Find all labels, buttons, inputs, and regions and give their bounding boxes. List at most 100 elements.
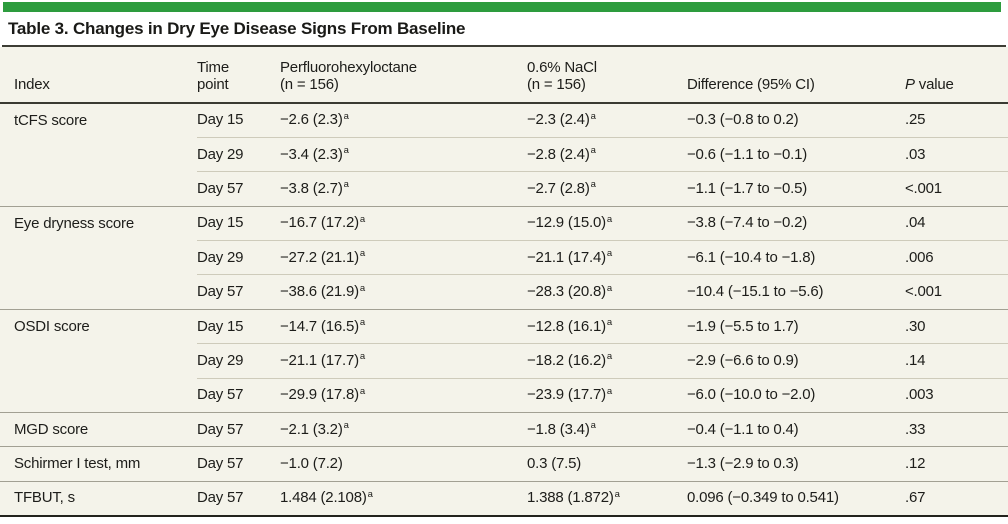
cell-value: .25 bbox=[905, 111, 926, 129]
cell-value: −1.9 (−5.5 to 1.7) bbox=[687, 317, 799, 335]
footnote-marker: a bbox=[343, 145, 349, 157]
cell-value: −1.3 (−2.9 to 0.3) bbox=[687, 455, 799, 473]
cell-pfho: −21.1 (17.7)a bbox=[280, 343, 527, 379]
column-header-p: P value bbox=[905, 47, 1008, 104]
cell-value: −29.9 (17.8) bbox=[280, 386, 359, 404]
cell-diff: −3.8 (−7.4 to −0.2) bbox=[687, 205, 905, 241]
footnote-marker: a bbox=[359, 351, 365, 363]
cell-index: TFBUT, s bbox=[0, 480, 197, 517]
footnote-marker: a bbox=[590, 420, 596, 432]
footnote-marker: a bbox=[606, 282, 612, 294]
cell-time: Day 57 bbox=[197, 377, 280, 413]
cell-index: Eye dryness score bbox=[0, 205, 197, 241]
column-header-diff: Difference (95% CI) bbox=[687, 47, 905, 104]
header-label: 0.6% NaCl (n = 156) bbox=[527, 58, 597, 93]
cell-value: <.001 bbox=[905, 179, 942, 197]
cell-value: −16.7 (17.2) bbox=[280, 214, 359, 232]
cell-diff: 0.096 (−0.349 to 0.541) bbox=[687, 480, 905, 517]
cell-p: .67 bbox=[905, 480, 1008, 517]
cell-time: Day 57 bbox=[197, 412, 280, 447]
cell-p: .12 bbox=[905, 446, 1008, 482]
cell-value: .006 bbox=[905, 248, 934, 266]
footnote-marker: a bbox=[343, 420, 349, 432]
cell-value: −3.4 (2.3) bbox=[280, 145, 343, 163]
footnote-marker: a bbox=[590, 145, 596, 157]
cell-diff: −1.3 (−2.9 to 0.3) bbox=[687, 446, 905, 482]
cell-value: −1.0 (7.2) bbox=[280, 455, 343, 473]
cell-value: MGD score bbox=[14, 420, 89, 438]
footnote-marker: a bbox=[359, 317, 365, 329]
footnote-marker: a bbox=[343, 179, 349, 191]
cell-value: −3.8 (2.7) bbox=[280, 179, 343, 197]
cell-value: Day 57 bbox=[197, 489, 244, 507]
header-label: P bbox=[905, 75, 915, 93]
cell-index bbox=[0, 344, 197, 378]
table-row: Day 57 −3.8 (2.7)a −2.7 (2.8)a −1.1 (−1.7 t… bbox=[0, 171, 1008, 207]
cell-value: −2.9 (−6.6 to 0.9) bbox=[687, 351, 799, 369]
cell-index: MGD score bbox=[0, 412, 197, 447]
cell-pfho: −29.9 (17.8)a bbox=[280, 377, 527, 413]
cell-time: Day 15 bbox=[197, 205, 280, 241]
cell-value: .33 bbox=[905, 420, 926, 438]
header-label: Difference (95% CI) bbox=[687, 75, 815, 93]
footnote-marker: a bbox=[359, 213, 365, 225]
table-body: tCFS score Day 15 −2.6 (2.3)a −2.3 (2.4)a −0… bbox=[0, 103, 1008, 517]
footnote-marker: a bbox=[590, 179, 596, 191]
cell-value: OSDI score bbox=[14, 317, 90, 335]
cell-diff: −0.6 (−1.1 to −0.1) bbox=[687, 136, 905, 172]
cell-index bbox=[0, 137, 197, 171]
cell-value: Day 29 bbox=[197, 145, 244, 163]
cell-value: 1.484 (2.108) bbox=[280, 489, 367, 507]
cell-value: .03 bbox=[905, 145, 926, 163]
cell-value: 0.3 (7.5) bbox=[527, 455, 582, 473]
cell-pfho: −38.6 (21.9)a bbox=[280, 274, 527, 310]
table-row: Day 57 −29.9 (17.8)a −23.9 (17.7)a −6.0 (−1… bbox=[0, 377, 1008, 413]
header-row: Index Time point Perfluorohexyloctane (n =… bbox=[0, 47, 1008, 104]
cell-value: −23.9 (17.7) bbox=[527, 386, 606, 404]
cell-index: Schirmer I test, mm bbox=[0, 446, 197, 482]
header-label: Perfluorohexyloctane (n = 156) bbox=[280, 58, 417, 93]
cell-value: .003 bbox=[905, 386, 934, 404]
cell-value: Day 29 bbox=[197, 248, 244, 266]
cell-time: Day 15 bbox=[197, 103, 280, 137]
cell-index bbox=[0, 275, 197, 309]
cell-value: Day 57 bbox=[197, 455, 244, 473]
cell-time: Day 57 bbox=[197, 480, 280, 517]
cell-p: .04 bbox=[905, 205, 1008, 241]
cell-value: −27.2 (21.1) bbox=[280, 248, 359, 266]
cell-value: −0.3 (−0.8 to 0.2) bbox=[687, 111, 799, 129]
cell-value: 0.096 (−0.349 to 0.541) bbox=[687, 489, 839, 507]
cell-value: Day 57 bbox=[197, 283, 244, 301]
cell-nacl: −12.9 (15.0)a bbox=[527, 205, 687, 241]
footnote-marker: a bbox=[606, 385, 612, 397]
cell-value: −21.1 (17.4) bbox=[527, 248, 606, 266]
footnote-marker: a bbox=[367, 488, 373, 500]
cell-value: −6.1 (−10.4 to −1.8) bbox=[687, 248, 816, 266]
footnote-marker: a bbox=[359, 248, 365, 260]
cell-value: −28.3 (20.8) bbox=[527, 283, 606, 301]
cell-nacl: −21.1 (17.4)a bbox=[527, 240, 687, 275]
cell-p: .03 bbox=[905, 136, 1008, 172]
cell-value: Day 15 bbox=[197, 317, 244, 335]
header-label: Time point bbox=[197, 58, 229, 93]
cell-time: Day 57 bbox=[197, 274, 280, 310]
cell-value: Day 15 bbox=[197, 214, 244, 232]
cell-value: 1.388 (1.872) bbox=[527, 489, 614, 507]
cell-value: Eye dryness score bbox=[14, 214, 134, 232]
column-header-pfho: Perfluorohexyloctane (n = 156) bbox=[280, 47, 527, 104]
cell-value: −0.4 (−1.1 to 0.4) bbox=[687, 420, 799, 438]
cell-value: −1.8 (3.4) bbox=[527, 420, 590, 438]
cell-time: Day 29 bbox=[197, 240, 280, 275]
footnote-marker: a bbox=[343, 110, 349, 122]
footnote-marker: a bbox=[359, 282, 365, 294]
cell-diff: −2.9 (−6.6 to 0.9) bbox=[687, 343, 905, 379]
cell-p: .30 bbox=[905, 308, 1008, 344]
cell-value: .12 bbox=[905, 455, 926, 473]
cell-value: −3.8 (−7.4 to −0.2) bbox=[687, 214, 808, 232]
cell-value: Day 57 bbox=[197, 386, 244, 404]
table-row: Day 57 −38.6 (21.9)a −28.3 (20.8)a −10.4 (−… bbox=[0, 274, 1008, 310]
cell-value: .14 bbox=[905, 351, 926, 369]
table-row: OSDI score Day 15 −14.7 (16.5)a −12.8 (16.1… bbox=[0, 308, 1008, 344]
cell-pfho: −2.6 (2.3)a bbox=[280, 103, 527, 137]
